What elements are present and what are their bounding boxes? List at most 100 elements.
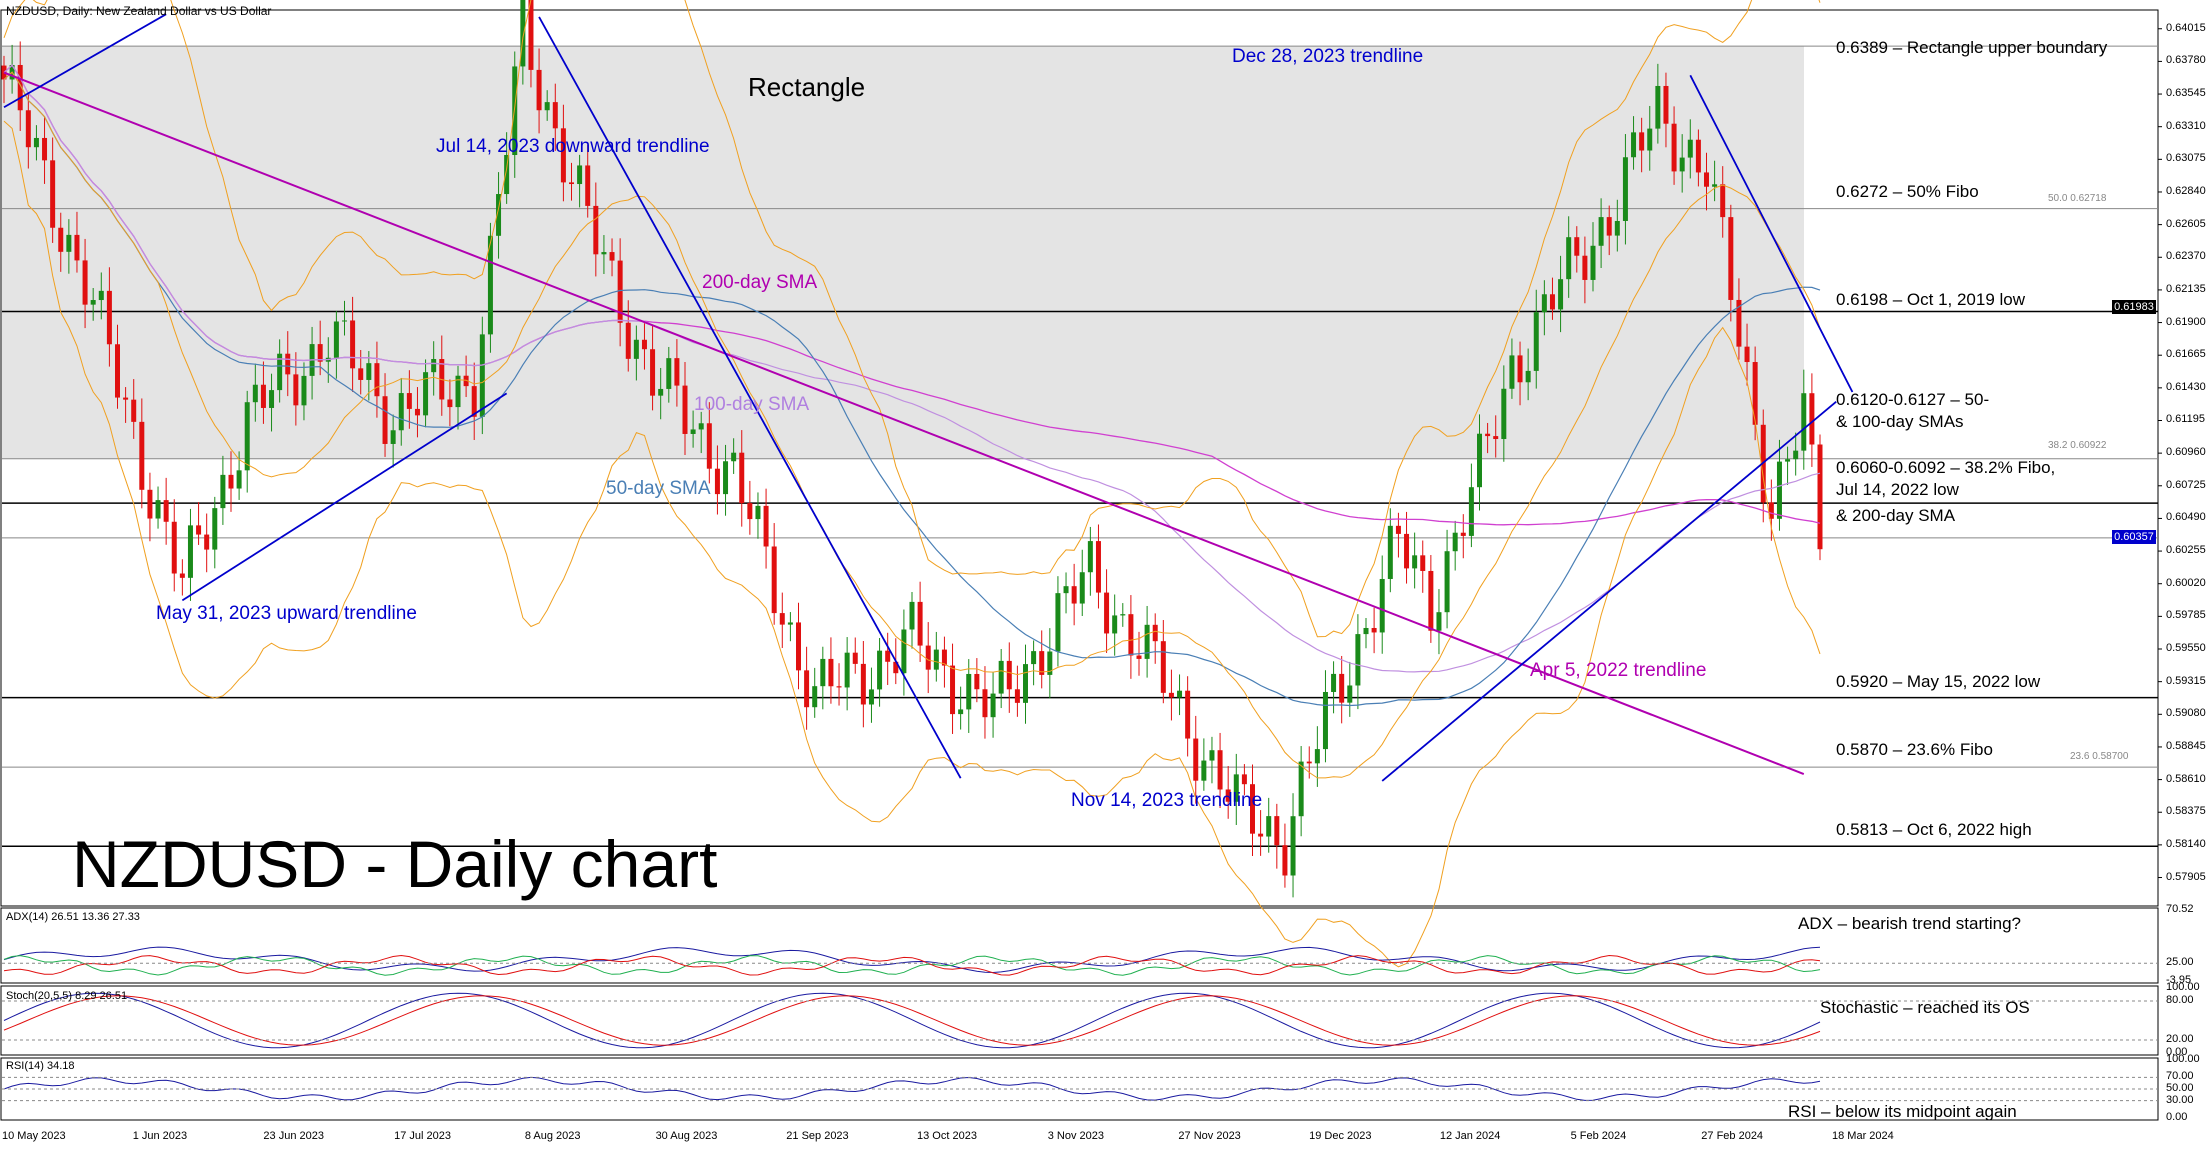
fibo-tag-236: 23.6 0.58700: [2070, 751, 2129, 762]
candle-body-173: [1404, 533, 1410, 569]
candle-body-155: [1258, 833, 1264, 837]
candle-body-129: [1047, 651, 1053, 675]
level-label-1: 0.6272 – 50% Fibo: [1836, 182, 1979, 201]
candle-body-198: [1606, 217, 1612, 236]
candle-body-165: [1339, 673, 1345, 703]
candle-body-218: [1768, 502, 1774, 519]
candle-body-19: [155, 500, 161, 519]
candle-body-78: [633, 339, 639, 359]
adx-tick-1: 25.00: [2166, 956, 2194, 969]
y-tick-label-24: 0.58375: [2166, 805, 2206, 818]
y-tick-label-15: 0.60490: [2166, 511, 2206, 524]
candle-body-201: [1631, 132, 1637, 158]
trendline-early: [3, 13, 167, 109]
candle-body-162: [1314, 749, 1320, 764]
candle-body-103: [836, 686, 842, 688]
rsi-tick-2: 50.00: [2166, 1082, 2194, 1094]
candle-body-58: [471, 386, 477, 417]
candle-body-121: [982, 689, 988, 718]
candle-body-64: [520, 0, 526, 67]
candle-body-53: [431, 359, 437, 373]
candle-body-185: [1501, 388, 1507, 440]
bollinger-mid: [3, 71, 1821, 779]
candle-body-140: [1136, 655, 1142, 659]
y-tick-label-22: 0.58845: [2166, 739, 2206, 752]
candle-body-116: [941, 649, 947, 666]
candle-body-67: [544, 102, 550, 111]
plus-di-line: [3, 955, 1821, 976]
candle-body-156: [1266, 816, 1272, 837]
candle-body-137: [1112, 615, 1118, 634]
candle-body-89: [723, 461, 729, 495]
candle-body-149: [1209, 750, 1215, 761]
x-tick-label-2: 23 Jun 2023: [263, 1130, 324, 1142]
rsi-line: [3, 1076, 1821, 1101]
candle-body-87: [706, 423, 712, 469]
candle-body-195: [1582, 255, 1588, 280]
candle-body-35: [285, 353, 291, 375]
y-tick-label-26: 0.57905: [2166, 870, 2206, 883]
candle-body-15: [123, 397, 129, 400]
candle-body-158: [1282, 845, 1288, 876]
candle-body-189: [1533, 312, 1539, 371]
y-tick-label-20: 0.59315: [2166, 674, 2206, 687]
candle-body-59: [479, 334, 485, 417]
stoch-d-line: [3, 995, 1821, 1046]
candle-body-190: [1541, 294, 1547, 313]
adx-pane-frame: [0, 907, 2159, 984]
candle-body-177: [1436, 612, 1442, 631]
candle-body-4: [33, 137, 39, 148]
candle-body-197: [1598, 217, 1604, 246]
stoch-tick-3: 0.00: [2166, 1046, 2188, 1058]
candle-body-41: [333, 321, 339, 358]
y-tick-label-3: 0.63310: [2166, 119, 2206, 132]
candle-body-110: [893, 661, 899, 674]
may31-trendline-label: May 31, 2023 upward trendline: [156, 603, 417, 624]
x-tick-label-6: 21 Sep 2023: [786, 1130, 849, 1142]
x-tick-label-4: 8 Aug 2023: [524, 1130, 581, 1142]
x-tick-label-12: 5 Feb 2024: [1570, 1130, 1627, 1142]
x-tick-label-10: 19 Dec 2023: [1309, 1130, 1372, 1142]
candle-body-14: [115, 344, 120, 398]
jul14-trendline-label: Jul 14, 2023 downward trendline: [436, 136, 710, 157]
candle-body-211: [1712, 184, 1718, 187]
candle-body-157: [1274, 816, 1280, 846]
y-tick-label-7: 0.62370: [2166, 250, 2206, 263]
x-tick-label-9: 27 Nov 2023: [1178, 1130, 1241, 1142]
candle-body-200: [1622, 157, 1628, 221]
candle-body-61: [496, 194, 502, 236]
candle-body-135: [1095, 541, 1101, 593]
candle-body-194: [1574, 237, 1580, 256]
candle-body-215: [1744, 346, 1750, 363]
candle-body-86: [698, 423, 704, 430]
candle-body-66: [536, 69, 542, 111]
candle-body-212: [1720, 184, 1726, 218]
adx-header: ADX(14) 26.51 13.36 27.33: [6, 911, 140, 923]
candle-body-180: [1460, 532, 1466, 536]
candle-body-48: [390, 430, 396, 444]
level-label-4: 0.5920 – May 15, 2022 low: [1836, 672, 2041, 691]
candle-body-27: [220, 474, 226, 509]
stoch-note: Stochastic – reached its OS: [1820, 998, 2030, 1017]
adx-line: [3, 946, 1821, 974]
candle-body-124: [1006, 660, 1012, 690]
candle-body-77: [625, 322, 631, 359]
level-label-2: 0.6198 – Oct 1, 2019 low: [1836, 290, 2026, 309]
x-tick-label-13: 27 Feb 2024: [1701, 1130, 1764, 1142]
candle-body-83: [674, 358, 680, 386]
candle-body-31: [252, 384, 258, 403]
candle-body-169: [1371, 627, 1377, 633]
candle-body-213: [1728, 217, 1734, 300]
candle-body-128: [1039, 651, 1045, 675]
candle-body-29: [236, 470, 242, 489]
price-tag-61983: 0.61983: [2112, 300, 2156, 314]
candle-body-183: [1485, 433, 1491, 437]
candle-body-81: [658, 388, 664, 396]
rsi-tick-4: 0.00: [2166, 1111, 2188, 1123]
level-label-5: 0.5870 – 23.6% Fibo: [1836, 740, 1993, 759]
candle-body-182: [1477, 433, 1482, 488]
rsi-tick-1: 70.00: [2166, 1070, 2194, 1083]
candle-body-139: [1128, 614, 1134, 656]
candle-body-178: [1444, 551, 1450, 613]
